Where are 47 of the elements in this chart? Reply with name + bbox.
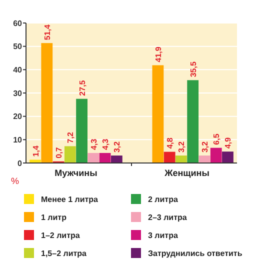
bar [164, 152, 176, 163]
data-label: 27,5 [78, 80, 87, 96]
bar [64, 146, 76, 163]
legend-label: 2–3 литра [148, 213, 188, 222]
data-label: 51,4 [42, 24, 52, 40]
y-tick-label: 10 [13, 135, 23, 144]
y-tick-label: 30 [13, 88, 23, 98]
bar [30, 160, 41, 163]
data-label: 41,9 [154, 46, 163, 62]
data-label: 3,2 [200, 140, 210, 153]
y-tick-label: 50 [13, 42, 23, 52]
x-tick-label: Мужчины [54, 168, 98, 178]
bar [222, 152, 234, 163]
x-tick-label: Женщины [164, 168, 210, 178]
data-label: 35,5 [188, 61, 198, 78]
legend-label: 1,5–2 литра [41, 249, 88, 258]
bar [99, 152, 111, 163]
legend-label: Менее 1 литра [41, 195, 99, 204]
bar [198, 156, 210, 163]
data-label: 4,8 [166, 137, 175, 149]
legend-label: Затруднились ответить [148, 249, 242, 258]
y-tick-label: 0 [18, 158, 23, 168]
bar [187, 80, 199, 163]
bar [176, 156, 187, 163]
legend-label: 1 литр [41, 213, 67, 222]
bar [88, 152, 100, 163]
bar [110, 156, 122, 163]
data-label: 7,2 [66, 132, 76, 144]
bar [76, 98, 88, 163]
bar [41, 43, 53, 163]
data-label: 3,2 [112, 140, 122, 153]
y-tick-label: 40 [13, 65, 23, 74]
legend-label: 2 литра [148, 195, 178, 204]
bar [210, 148, 222, 163]
data-label: 4,3 [101, 138, 110, 150]
legend-label: 3 литра [148, 231, 178, 240]
y-tick-label: 60 [13, 18, 23, 28]
legend-label: 1–2 литра [41, 231, 80, 240]
data-label: 0,7 [54, 146, 64, 158]
data-label: 4,3 [89, 138, 98, 150]
bar [152, 65, 164, 163]
data-label: 6,5 [212, 133, 222, 145]
data-label: 1,4 [31, 145, 40, 157]
data-label: 4,9 [224, 136, 233, 149]
data-label: 3,2 [177, 140, 186, 153]
y-axis-title: % [11, 176, 20, 186]
y-tick-label: 20 [13, 112, 23, 122]
